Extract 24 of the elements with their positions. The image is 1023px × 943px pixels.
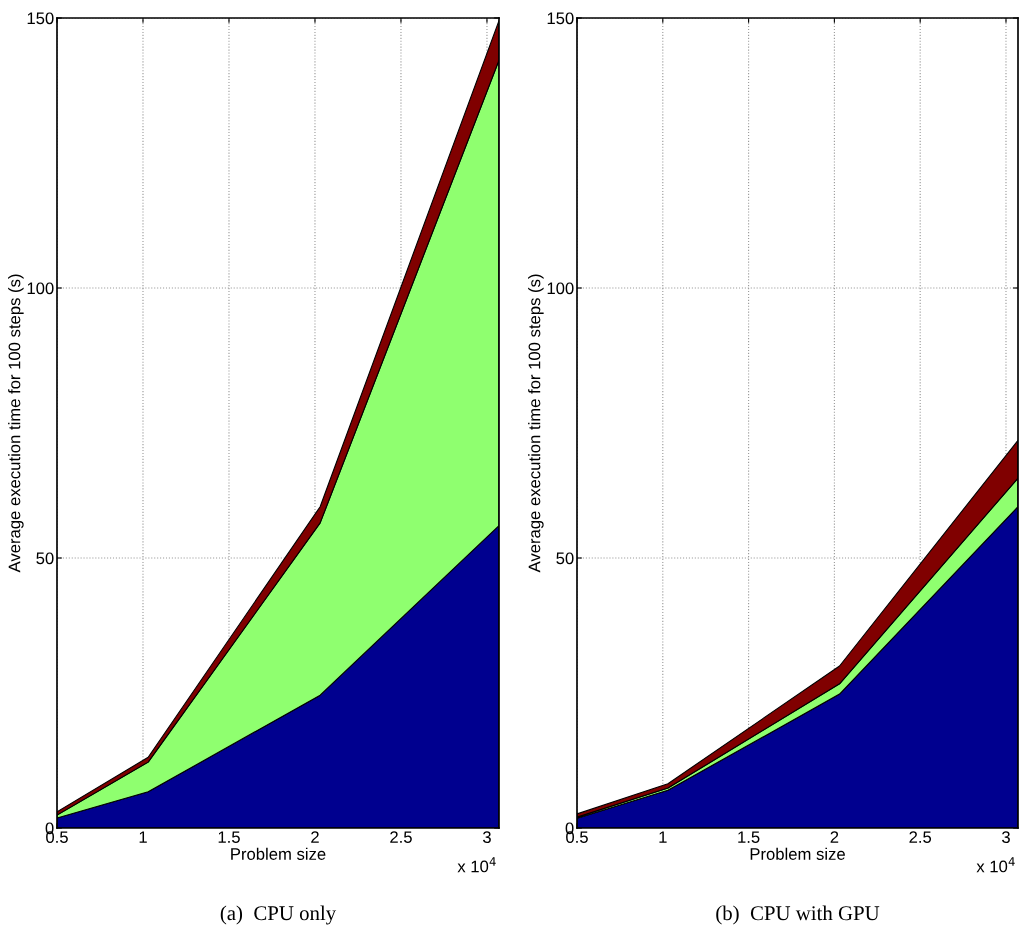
y-axis-title: Average execution time for 100 steps (s) [528,274,544,573]
text: (a) CPU only [220,905,337,925]
x-tick-label: 1 [139,831,147,843]
y-tick-label: 100 [27,282,54,295]
y-tick-label: 50 [556,552,574,565]
y-tick-label: 100 [547,282,574,295]
x-tick-label: 3 [1001,831,1010,844]
x-axis-title: Problem size [231,847,326,860]
x-tick-label: 2.5 [909,831,932,844]
y-tick-label: 50 [36,552,54,565]
x-tick-label: 1 [659,831,667,843]
y-tick-label: 150 [547,12,574,25]
x-axis-title: Problem size [750,847,845,860]
text: x 10$^{4}$ [976,857,1015,873]
x-tick-label: 1.5 [218,831,240,844]
text: x 10$^{4}$ [457,857,496,873]
x-tick-label: 2 [311,831,319,843]
x-tick-label: 3 [482,831,491,844]
y-axis-title: Average execution time for 100 steps (s) [8,274,24,573]
x-tick-label: 2.5 [390,831,412,844]
text: (b) CPU with GPU [716,905,880,925]
x-tick-label: 2 [830,831,839,843]
y-tick-label: 150 [27,12,54,25]
x-tick-label: 1.5 [738,831,760,844]
